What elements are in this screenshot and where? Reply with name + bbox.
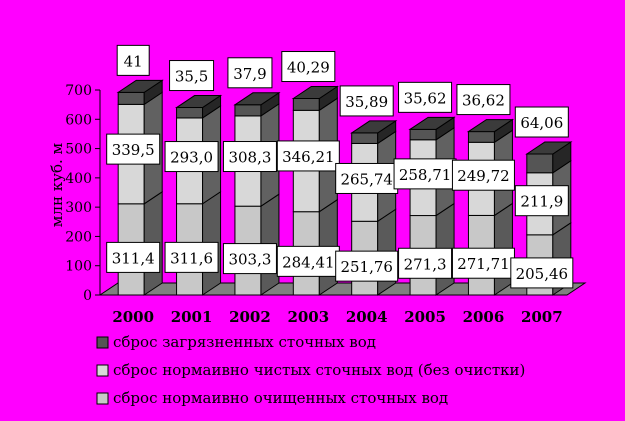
data-label-series2: 265,74 [340,170,393,188]
bar-segment [176,107,204,119]
y-tick-label: 400 [65,171,92,187]
bar-top [466,119,515,133]
legend-label: сброс нормаивно чистых сточных вод (без … [113,361,525,379]
legend: сброс загрязненных сточных вод сброс норм… [96,333,525,407]
legend-swatch [96,364,109,377]
data-label-series2: 249,72 [457,167,510,185]
data-label-series1: 271,3 [404,255,447,273]
data-label-series2-box [335,162,399,194]
data-label-series1-box [398,247,453,279]
y-tick-label: 500 [65,142,92,158]
bar-top [291,86,339,100]
bar-segment [351,132,379,144]
data-label-series2-box [106,133,161,165]
y-axis-label: млн куб. м [48,142,66,227]
data-label-series3-box [398,81,453,113]
data-label-series3-box [227,57,273,89]
data-label-series3-box [456,84,511,116]
data-label-series3: 36,62 [462,92,505,110]
data-label-series1: 303,3 [228,251,271,269]
bar-segment [467,131,495,143]
legend-label: сброс нормаивно очищенных сточных вод [113,389,448,407]
legend-label: сброс загрязненных сточных вод [113,333,376,351]
data-label-series3: 35,89 [345,93,388,111]
bar-top [174,95,223,109]
data-labels: 311,4 339,5 41 311,6 293,0 35,5 303,3 308,3 37,9… [106,44,574,289]
legend-swatch [96,392,109,405]
y-tick-label: 600 [65,112,92,128]
data-label-series2-box [451,159,515,191]
data-label-series2: 211,9 [520,193,563,211]
data-label-series1-box [276,245,340,277]
data-label-series3: 35,62 [404,89,447,107]
data-label-series3: 64,06 [520,114,563,132]
data-label-series3-box [169,60,215,92]
data-label-series1: 311,6 [170,249,213,267]
data-label-series3: 40,29 [287,59,330,77]
legend-swatch [96,336,109,349]
y-tick-label: 200 [65,229,92,245]
data-label-series1: 284,41 [282,253,335,271]
y-tick-label: 0 [83,288,92,304]
x-tick-label: 2000 [112,308,154,326]
data-label-series3-box [281,51,336,83]
data-label-series1-box [106,241,161,273]
bar-top [408,116,456,130]
x-tick-label: 2007 [521,308,563,326]
bar-segment [409,128,437,141]
x-tick-label: 2002 [229,308,271,326]
data-label-series1-box [222,243,277,275]
data-label-series2: 308,3 [228,149,271,167]
data-label-series2: 339,5 [112,141,155,159]
bar-segment [117,91,145,105]
data-label-series1-box [335,250,399,282]
y-tick-label: 100 [65,259,92,275]
bar-segment [234,104,262,117]
bar-top [116,79,164,93]
y-tick-label: 700 [65,83,92,99]
data-label-series1: 251,76 [340,258,393,276]
data-label-series3-box [514,106,569,138]
bar-top [350,120,398,134]
data-label-series2: 346,21 [282,148,335,166]
data-label-series2-box [164,141,219,173]
chart-axes: 0 100 200 300 400 500 600 700 2000 2001 2002 2003 20… [65,83,562,326]
data-label-series3-box [116,44,150,76]
data-label-series3: 41 [124,52,143,70]
data-label-series1: 271,71 [457,255,510,273]
data-label-series1-box [451,247,515,279]
x-tick-label: 2003 [287,308,329,326]
data-label-series2: 293,0 [170,149,213,167]
bar-top [525,141,573,155]
bar-top [233,92,281,106]
x-tick-label: 2004 [346,308,388,326]
bar-segment [526,153,554,174]
x-tick-label: 2006 [463,308,505,326]
data-label-series1-box [164,241,219,273]
x-tick-label: 2005 [404,308,446,326]
data-label-series3-box [339,85,394,117]
data-label-series2-box [276,140,340,172]
data-label-series1: 205,46 [516,265,569,283]
data-label-series3: 35,5 [175,68,208,86]
data-label-series3: 37,9 [233,65,266,83]
y-tick-label: 300 [65,200,92,216]
x-tick-label: 2001 [171,308,213,326]
data-label-series2-box [222,141,277,173]
data-label-series1: 311,4 [112,249,155,267]
data-label-series1-box [510,257,574,289]
bar-segment [292,98,320,111]
data-label-series2-box [514,185,569,217]
data-label-series2: 258,71 [399,166,452,184]
